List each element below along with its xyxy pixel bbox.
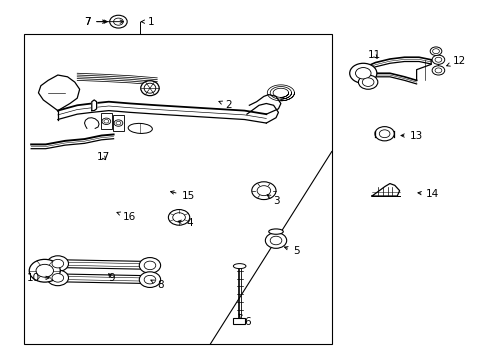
Polygon shape xyxy=(58,274,150,284)
Polygon shape xyxy=(39,75,80,111)
Text: 1: 1 xyxy=(141,17,154,27)
Circle shape xyxy=(265,233,286,248)
Text: 7: 7 xyxy=(84,17,123,27)
Bar xyxy=(101,113,112,129)
Circle shape xyxy=(103,120,108,123)
Text: 9: 9 xyxy=(108,273,115,283)
Circle shape xyxy=(52,274,63,282)
Text: 6: 6 xyxy=(239,314,251,327)
Circle shape xyxy=(36,264,53,277)
Circle shape xyxy=(434,57,441,62)
Bar xyxy=(112,115,124,131)
Circle shape xyxy=(270,236,281,245)
Circle shape xyxy=(251,182,275,199)
Circle shape xyxy=(47,256,68,271)
Circle shape xyxy=(431,66,444,75)
Text: 10: 10 xyxy=(26,273,49,283)
Circle shape xyxy=(144,261,156,270)
Polygon shape xyxy=(84,118,99,129)
Text: 2: 2 xyxy=(219,100,231,110)
Text: 4: 4 xyxy=(178,218,193,228)
Text: 14: 14 xyxy=(417,189,439,199)
Circle shape xyxy=(374,127,393,141)
Text: 12: 12 xyxy=(446,56,465,66)
Polygon shape xyxy=(371,184,399,196)
Circle shape xyxy=(144,275,156,284)
Circle shape xyxy=(349,63,376,83)
Circle shape xyxy=(434,68,441,73)
Ellipse shape xyxy=(144,83,156,93)
Circle shape xyxy=(168,210,189,225)
Polygon shape xyxy=(92,100,97,111)
Circle shape xyxy=(114,120,122,126)
Ellipse shape xyxy=(233,264,245,269)
Ellipse shape xyxy=(141,81,159,96)
Text: 16: 16 xyxy=(117,212,136,222)
Text: 3: 3 xyxy=(266,195,280,206)
Text: 17: 17 xyxy=(97,152,110,162)
Circle shape xyxy=(139,272,160,288)
Text: 11: 11 xyxy=(367,50,381,60)
Text: 7: 7 xyxy=(84,17,107,27)
Circle shape xyxy=(172,213,185,222)
Circle shape xyxy=(362,78,373,86)
Circle shape xyxy=(432,49,439,54)
Text: 13: 13 xyxy=(400,131,422,140)
Circle shape xyxy=(355,68,370,79)
Polygon shape xyxy=(58,260,150,269)
Circle shape xyxy=(102,118,110,125)
Text: 15: 15 xyxy=(170,191,194,201)
Circle shape xyxy=(47,270,68,286)
Circle shape xyxy=(113,18,123,25)
Ellipse shape xyxy=(268,229,283,234)
Bar xyxy=(233,318,244,324)
Circle shape xyxy=(429,47,441,55)
Circle shape xyxy=(358,75,377,89)
Circle shape xyxy=(109,15,127,28)
Circle shape xyxy=(257,186,270,195)
Circle shape xyxy=(431,55,444,64)
Text: 5: 5 xyxy=(284,246,299,256)
Circle shape xyxy=(29,259,60,282)
Circle shape xyxy=(379,130,389,138)
Text: 8: 8 xyxy=(151,280,163,290)
Circle shape xyxy=(139,257,160,273)
Circle shape xyxy=(116,121,121,125)
Bar xyxy=(24,34,331,344)
Ellipse shape xyxy=(128,123,152,134)
Circle shape xyxy=(52,259,63,268)
